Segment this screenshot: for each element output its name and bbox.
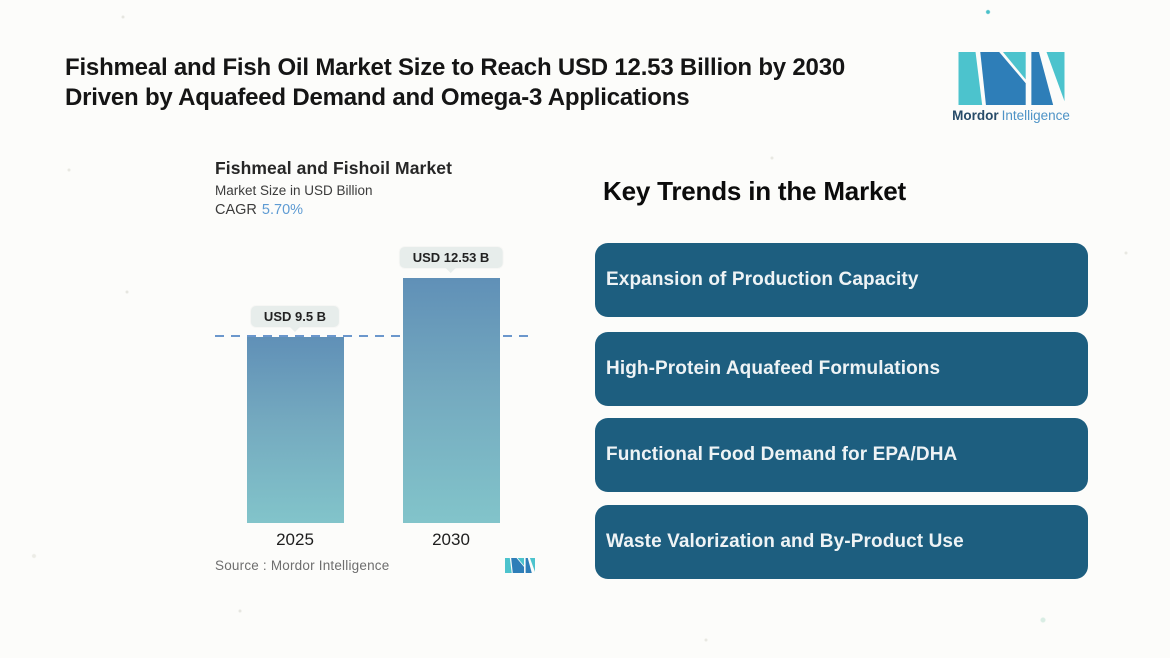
trend-label: Expansion of Production Capacity (606, 269, 919, 290)
chart-subtitle: Market Size in USD Billion (215, 183, 373, 198)
bar-2030 (403, 278, 500, 523)
key-trends-heading: Key Trends in the Market (603, 176, 906, 206)
source-row: Source : Mordor Intelligence (215, 558, 535, 573)
x-axis-label-2030: 2030 (432, 530, 470, 549)
brand-name-bold: Mordor (952, 108, 999, 123)
chart-cagr: CAGR 5.70% (215, 202, 303, 218)
brand-wordmark: Mordor Intelligence (945, 108, 1077, 123)
x-axis-label-2025: 2025 (276, 530, 314, 549)
page-title-line2: Driven by Aquafeed Demand and Omega-3 Ap… (65, 84, 690, 111)
mordor-intelligence-mark-icon (958, 52, 1064, 105)
trend-box-waste-valorization: Waste Valorization and By-Product Use (595, 505, 1088, 579)
value-label-2030: USD 12.53 B (399, 247, 503, 268)
cagr-label: CAGR (215, 202, 257, 218)
trend-box-aquafeed-formulations: High-Protein Aquafeed Formulations (595, 332, 1088, 406)
brand-logo: Mordor Intelligence (945, 52, 1077, 123)
brand-name-light: Intelligence (1001, 108, 1070, 123)
cagr-value: 5.70% (261, 202, 304, 218)
bar-2025 (247, 337, 344, 523)
bar-chart-plot: USD 9.5 B USD 12.53 B 2025 2030 (215, 247, 535, 549)
trend-box-functional-food: Functional Food Demand for EPA/DHA (595, 418, 1088, 492)
trend-label: High-Protein Aquafeed Formulations (606, 358, 941, 379)
callout-notch (445, 267, 457, 273)
trend-box-production-capacity: Expansion of Production Capacity (595, 243, 1088, 317)
trend-label: Waste Valorization and By-Product Use (606, 531, 964, 552)
value-callout-2025: USD 9.5 B (250, 306, 340, 332)
reference-line (215, 335, 535, 337)
trend-label: Functional Food Demand for EPA/DHA (606, 444, 958, 465)
chart-title: Fishmeal and Fishoil Market (215, 158, 453, 178)
value-callout-2030: USD 12.53 B (399, 247, 503, 273)
value-label-2025: USD 9.5 B (250, 306, 340, 327)
mordor-intelligence-mini-mark-icon (505, 558, 535, 573)
page-title: Fishmeal and Fish Oil Market Size to Rea… (65, 53, 965, 113)
page-title-line1: Fishmeal and Fish Oil Market Size to Rea… (65, 54, 845, 81)
source-label: Source : Mordor Intelligence (215, 558, 390, 573)
callout-notch (288, 326, 301, 332)
